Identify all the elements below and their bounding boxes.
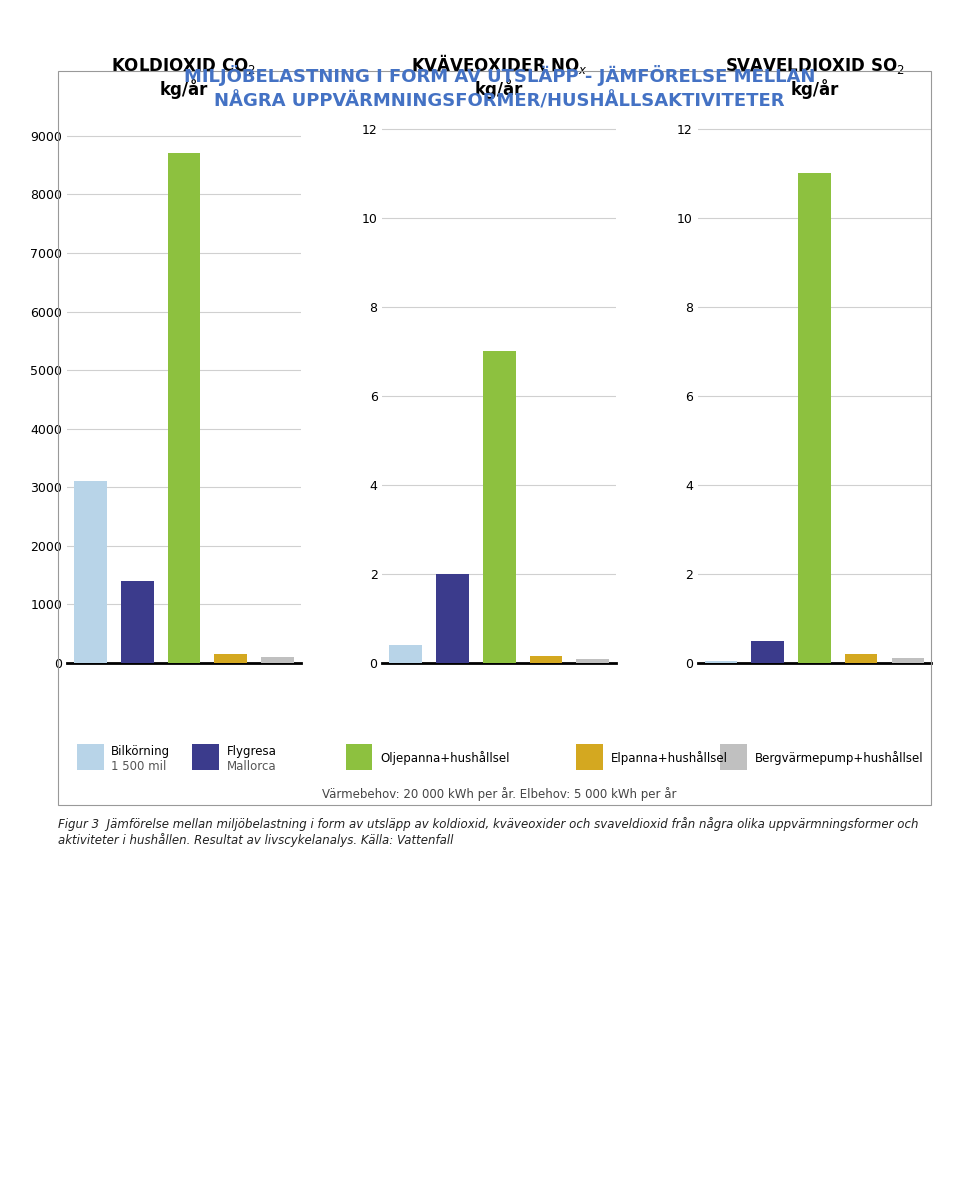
Bar	[798, 173, 830, 663]
Bar	[845, 654, 877, 663]
Bar	[436, 574, 468, 663]
Bar	[576, 658, 609, 663]
Bar	[483, 352, 516, 663]
Text: 1 500 mil: 1 500 mil	[111, 760, 167, 772]
Bar	[168, 154, 201, 663]
Title: KVÄVEOXIDER NO$_{x}$
kg/år: KVÄVEOXIDER NO$_{x}$ kg/år	[411, 52, 588, 99]
Bar	[705, 661, 737, 663]
Text: Flygresa: Flygresa	[227, 746, 276, 758]
Text: Mallorca: Mallorca	[227, 760, 276, 772]
Bar	[74, 482, 107, 663]
Bar	[261, 657, 294, 663]
Bar	[530, 656, 563, 663]
Text: Värmebehov: 20 000 kWh per år. Elbehov: 5 000 kWh per år: Värmebehov: 20 000 kWh per år. Elbehov: …	[322, 787, 677, 802]
Text: Bilkörning: Bilkörning	[111, 746, 171, 758]
Bar	[892, 657, 924, 663]
Bar	[214, 655, 247, 663]
Bar	[121, 581, 154, 663]
Text: Figur 3  Jämförelse mellan miljöbelastning i form av utsläpp av koldioxid, kväve: Figur 3 Jämförelse mellan miljöbelastnin…	[58, 817, 918, 847]
Text: Oljepanna+hushållsel: Oljepanna+hushållsel	[380, 751, 510, 765]
Title: KOLDIOXID CO$_{2}$
kg/år: KOLDIOXID CO$_{2}$ kg/år	[111, 57, 256, 99]
Text: MILJÖBELASTNING I FORM AV UTSLÄPP - JÄMFÖRELSE MELLAN
NÅGRA UPPVÄRMNINGSFORMER/H: MILJÖBELASTNING I FORM AV UTSLÄPP - JÄMF…	[183, 65, 815, 110]
Bar	[390, 645, 422, 663]
Title: SVAVELDIOXID SO$_{2}$
kg/år: SVAVELDIOXID SO$_{2}$ kg/år	[725, 57, 904, 99]
Text: Elpanna+hushållsel: Elpanna+hushållsel	[611, 751, 728, 765]
Text: Bergvärmepump+hushållsel: Bergvärmepump+hushållsel	[755, 751, 924, 765]
Bar	[752, 641, 784, 663]
